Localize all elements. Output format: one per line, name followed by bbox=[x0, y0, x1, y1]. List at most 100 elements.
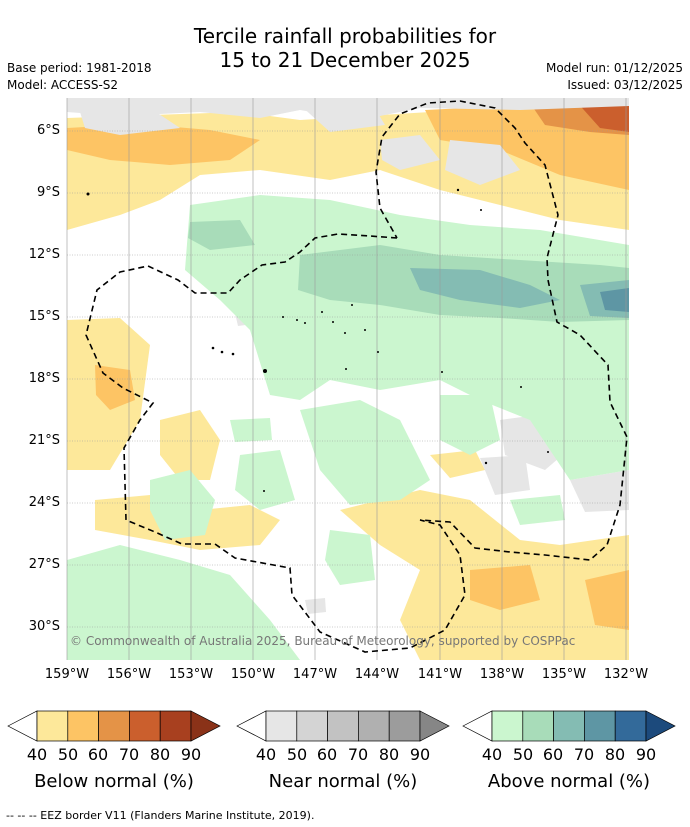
above-normal-region bbox=[150, 470, 215, 540]
lat-label: 27°S bbox=[28, 557, 60, 572]
eez-border bbox=[85, 100, 628, 653]
colorbar-near-tick: 90 bbox=[409, 745, 431, 764]
above-normal-region bbox=[235, 450, 295, 510]
colorbar-above-segment bbox=[553, 710, 585, 742]
issued-date: Issued: 03/12/2025 bbox=[567, 78, 683, 92]
colorbar-above-tick: 90 bbox=[635, 745, 657, 764]
title-line-2: 15 to 21 December 2025 bbox=[219, 48, 471, 72]
above-normal-region bbox=[440, 395, 500, 455]
colorbar-above-tick: 40 bbox=[481, 745, 503, 764]
colorbar-below-segment bbox=[36, 710, 69, 742]
colorbar-below-segment bbox=[98, 710, 130, 742]
colorbar-legends bbox=[7, 710, 676, 742]
lat-label: 18°S bbox=[28, 371, 60, 386]
colorbar-below-tick: 70 bbox=[118, 745, 140, 764]
above-normal-region bbox=[325, 530, 375, 585]
lon-label: 141°W bbox=[417, 667, 463, 682]
lon-label: 147°W bbox=[292, 667, 338, 682]
base-period: Base period: 1981-2018 bbox=[7, 61, 152, 75]
model-name: Model: ACCESS-S2 bbox=[7, 78, 119, 92]
colorbar-below-tick: 90 bbox=[180, 745, 202, 764]
colorbar-below-tick: 50 bbox=[57, 745, 79, 764]
colorbar-above-extend-low bbox=[462, 710, 493, 742]
colorbar-below-tick: 80 bbox=[149, 745, 171, 764]
near-normal-region bbox=[570, 470, 629, 512]
colorbar-below-segment bbox=[159, 710, 192, 742]
colorbar-above bbox=[462, 710, 676, 742]
colorbar-near-segment bbox=[327, 710, 359, 742]
above-normal-region bbox=[410, 268, 560, 308]
lon-label: 132°W bbox=[603, 667, 649, 682]
colorbar-near-tick: 80 bbox=[378, 745, 400, 764]
below-normal-region bbox=[160, 410, 220, 480]
title-line-1: Tercile rainfall probabilities for bbox=[193, 24, 497, 48]
colorbar-near-extend-high bbox=[419, 710, 450, 742]
colorbar-above-title: Above normal (%) bbox=[487, 771, 651, 792]
colorbar-above-segment bbox=[522, 710, 554, 742]
meridians bbox=[66, 98, 627, 660]
colorbar-near-segment bbox=[265, 710, 298, 742]
colorbar-below-extend-high bbox=[190, 710, 221, 742]
colorbar-near-tick: 60 bbox=[316, 745, 338, 764]
lon-label: 138°W bbox=[479, 667, 525, 682]
above-normal-region bbox=[600, 288, 629, 312]
above-normal-region bbox=[230, 418, 272, 442]
colorbar-above-tick: 70 bbox=[573, 745, 595, 764]
colorbar-near-segment bbox=[388, 710, 421, 742]
near-normal-region bbox=[445, 140, 520, 185]
eez-footnote: -- -- -- EEZ border V11 (Flanders Marine… bbox=[6, 809, 315, 822]
lon-label: 159°W bbox=[44, 667, 90, 682]
lat-label: 6°S bbox=[36, 123, 60, 138]
model-run: Model run: 01/12/2025 bbox=[545, 61, 683, 75]
colorbar-below-segment bbox=[67, 710, 99, 742]
colorbar-near bbox=[236, 710, 450, 742]
probability-map bbox=[66, 98, 629, 660]
colorbar-above-segment bbox=[491, 710, 524, 742]
lat-label: 24°S bbox=[28, 495, 60, 510]
near-normal-region bbox=[300, 100, 385, 132]
below-normal-region bbox=[430, 450, 485, 478]
near-normal-region bbox=[480, 455, 530, 495]
colorbar-above-segment bbox=[584, 710, 616, 742]
colorbar-below-tick: 60 bbox=[87, 745, 109, 764]
colorbar-near-segment bbox=[358, 710, 390, 742]
colorbar-near-tick: 50 bbox=[286, 745, 308, 764]
colorbar-below bbox=[7, 710, 221, 742]
colorbar-near-title: Near normal (%) bbox=[268, 771, 418, 792]
colorbar-above-segment bbox=[614, 710, 647, 742]
colorbar-above-tick: 50 bbox=[512, 745, 534, 764]
copyright-credit: © Commonwealth of Australia 2025, Bureau… bbox=[70, 634, 576, 648]
above-normal-region bbox=[510, 495, 565, 525]
lat-label: 21°S bbox=[28, 433, 60, 448]
islands bbox=[86, 188, 549, 492]
colorbar-below-tick: 40 bbox=[26, 745, 48, 764]
above-normal-region bbox=[300, 400, 430, 505]
near-normal-region bbox=[380, 135, 440, 170]
lat-label: 30°S bbox=[28, 619, 60, 634]
colorbar-near-extend-low bbox=[236, 710, 267, 742]
below-normal-region bbox=[470, 565, 540, 610]
lon-label: 153°W bbox=[168, 667, 214, 682]
above-normal-region bbox=[188, 220, 255, 250]
colorbar-near-segment bbox=[296, 710, 328, 742]
lon-label: 150°W bbox=[230, 667, 276, 682]
above-normal-region bbox=[67, 545, 300, 660]
near-normal-region bbox=[80, 108, 180, 135]
gridlines bbox=[67, 130, 629, 628]
lat-label: 12°S bbox=[28, 247, 60, 262]
colorbar-below-segment bbox=[129, 710, 161, 742]
lat-label: 9°S bbox=[36, 185, 60, 200]
colorbar-above-extend-high bbox=[645, 710, 676, 742]
below-normal-region bbox=[95, 365, 135, 410]
colorbar-above-tick: 80 bbox=[604, 745, 626, 764]
colorbar-below-title: Below normal (%) bbox=[34, 771, 194, 792]
below-normal-region bbox=[67, 124, 260, 165]
colorbar-near-tick: 70 bbox=[347, 745, 369, 764]
lon-label: 156°W bbox=[106, 667, 152, 682]
below-normal-region bbox=[585, 570, 629, 630]
near-normal-region bbox=[305, 598, 326, 614]
colorbar-below-extend-low bbox=[7, 710, 38, 742]
colorbar-above-tick: 60 bbox=[542, 745, 564, 764]
colorbar-near-tick: 40 bbox=[255, 745, 277, 764]
lat-label: 15°S bbox=[28, 309, 60, 324]
